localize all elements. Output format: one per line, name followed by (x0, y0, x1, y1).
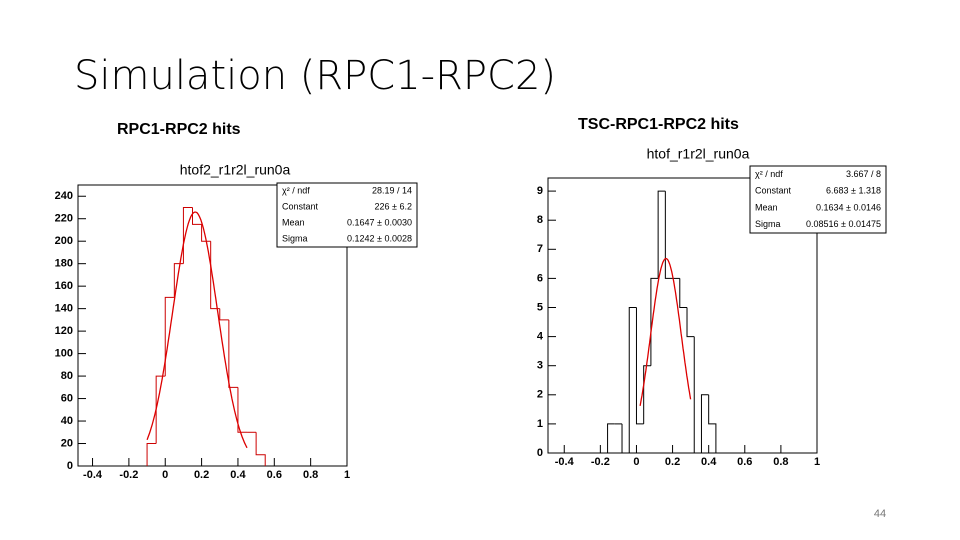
stats-name: Mean (282, 217, 305, 227)
stats-box (749, 165, 887, 234)
histogram-bin (700, 394, 709, 453)
y-tick-label: 0 (67, 460, 73, 472)
x-tick-label: 0.2 (194, 469, 209, 481)
histogram-bin (686, 307, 695, 338)
histogram-bin (708, 394, 717, 453)
y-tick-label: 5 (537, 301, 543, 313)
plot-title: htof_r1r2l_run0a (647, 146, 750, 162)
y-tick-label: 6 (537, 272, 543, 284)
stats-value: 0.1242 ± 0.0028 (347, 233, 412, 243)
y-tick-label: 160 (55, 280, 73, 292)
slide-title: Simulation (RPC1-RPC2) (74, 53, 556, 99)
stats-value: 6.683 ± 1.318 (826, 186, 881, 196)
y-tick-label: 200 (55, 235, 73, 247)
x-tick-label: 0.6 (737, 456, 752, 468)
x-tick-label: 0.4 (230, 469, 246, 481)
histogram-bin (628, 306, 637, 453)
stats-name: Sigma (282, 233, 308, 243)
x-tick-label: 0.4 (701, 456, 717, 468)
x-tick-label: 1 (814, 456, 820, 468)
histogram-bin (146, 443, 157, 466)
x-tick-label: 0.6 (267, 469, 282, 481)
y-tick-label: 240 (55, 190, 73, 202)
histogram-bin (664, 191, 673, 279)
stats-value: 0.1647 ± 0.0030 (347, 217, 412, 227)
stats-name: χ² / ndf (755, 169, 783, 179)
heading: TSC-RPC1-RPC2 hits (578, 116, 739, 133)
y-tick-label: 60 (61, 392, 73, 404)
x-tick-label: -0.4 (83, 469, 103, 481)
stats-value: 0.08516 ± 0.01475 (806, 219, 881, 229)
y-tick-label: 2 (537, 389, 543, 401)
frame (547, 177, 818, 454)
fit-curve (146, 211, 248, 449)
y-tick-label: 4 (537, 331, 544, 343)
fit-curve (639, 257, 692, 407)
histogram-bin (679, 278, 688, 308)
x-tick-label: 0.8 (303, 469, 318, 481)
y-tick-label: 80 (61, 370, 73, 382)
stats-value: 28.19 / 14 (372, 185, 412, 195)
y-tick-label: 20 (61, 437, 73, 449)
y-tick-label: 7 (537, 243, 543, 255)
stats-name: χ² / ndf (282, 185, 310, 195)
histogram-bin (201, 224, 211, 242)
y-tick-label: 220 (55, 213, 73, 225)
histogram-bin (228, 319, 238, 388)
heading: RPC1-RPC2 hits (117, 121, 241, 138)
y-tick-label: 40 (61, 415, 73, 427)
frame (77, 184, 348, 467)
y-tick-label: 8 (537, 214, 543, 226)
histogram-bin (693, 336, 702, 454)
stats-name: Mean (755, 202, 778, 212)
y-tick-label: 0 (537, 447, 543, 459)
histogram-bin (635, 307, 644, 425)
x-tick-label: -0.2 (119, 469, 138, 481)
histogram-bin (192, 207, 202, 225)
y-tick-label: 9 (537, 185, 543, 197)
stats-name: Constant (755, 186, 792, 196)
histogram-bin (255, 432, 266, 466)
stats-name: Constant (282, 201, 319, 211)
y-tick-label: 120 (55, 325, 73, 337)
x-tick-label: 0 (633, 456, 639, 468)
histogram-bin (607, 423, 615, 453)
x-tick-label: -0.2 (591, 456, 610, 468)
x-tick-label: 0.8 (773, 456, 788, 468)
stats-box (276, 182, 418, 248)
histogram-bin (657, 190, 666, 279)
x-tick-label: 0 (162, 469, 168, 481)
y-tick-label: 3 (537, 360, 543, 372)
histogram-bin (164, 296, 175, 377)
x-tick-label: -0.4 (555, 456, 575, 468)
y-tick-label: 180 (55, 258, 73, 270)
stats-value: 226 ± 6.2 (375, 201, 412, 211)
histogram-bin (643, 365, 651, 424)
histogram-bin (621, 423, 630, 454)
stats-value: 0.1634 ± 0.0146 (816, 202, 881, 212)
histogram-bin (219, 308, 229, 321)
stats-name: Sigma (755, 219, 781, 229)
y-tick-label: 100 (55, 348, 73, 360)
histogram-bin (237, 387, 248, 433)
page-number: 44 (874, 508, 886, 520)
stats-value: 3.667 / 8 (846, 169, 881, 179)
y-tick-label: 140 (55, 303, 73, 315)
x-tick-label: 1 (344, 469, 350, 481)
plot-title: htof2_r1r2l_run0a (180, 162, 291, 178)
y-tick-label: 1 (537, 418, 543, 430)
x-tick-label: 0.2 (665, 456, 680, 468)
